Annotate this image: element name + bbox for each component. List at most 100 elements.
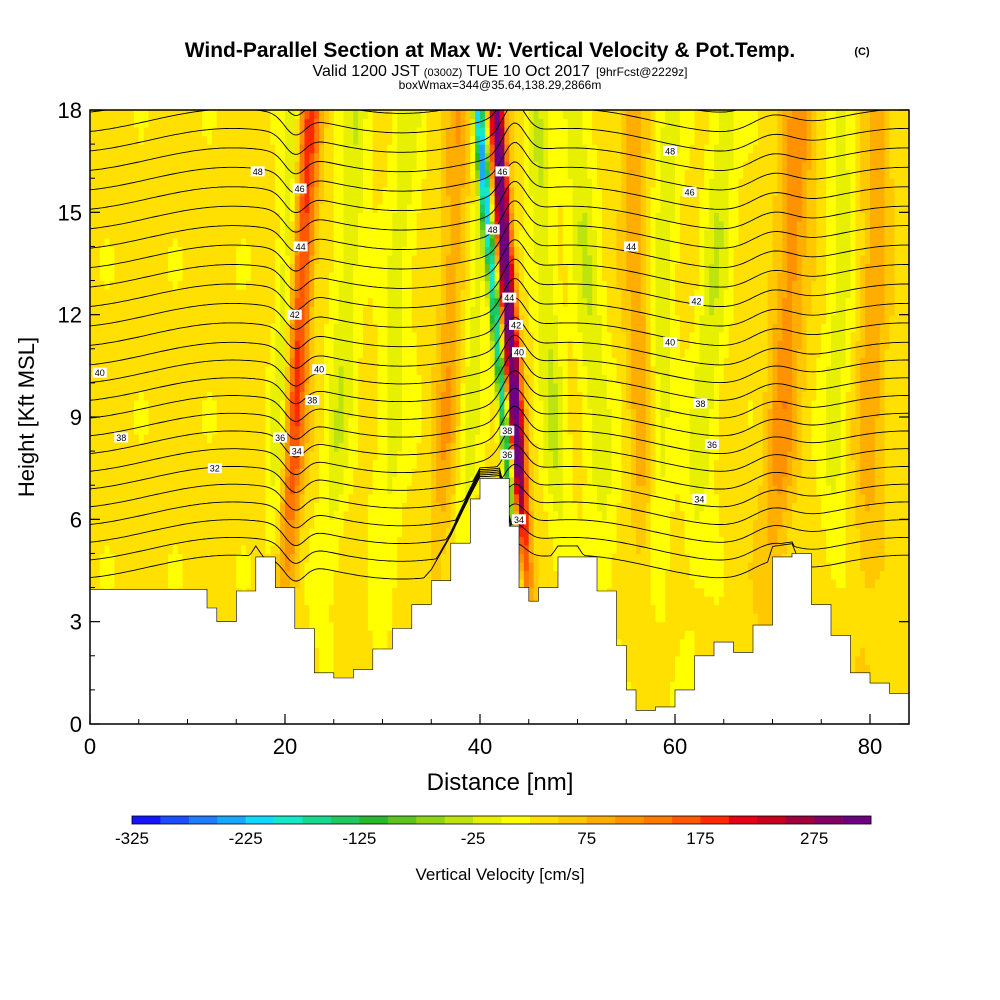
w-cell — [348, 613, 353, 622]
w-cell — [100, 562, 105, 571]
w-cell — [100, 545, 105, 554]
w-cell — [110, 323, 115, 332]
w-cell — [149, 408, 154, 417]
w-cell — [149, 332, 154, 341]
w-cell — [90, 212, 95, 221]
w-cell — [319, 306, 324, 315]
boxwmax-line: boxWmax=344@35.64,138.29,2866m — [399, 78, 602, 92]
w-cell — [144, 212, 149, 221]
w-cell — [119, 315, 124, 324]
w-cell — [178, 306, 183, 315]
w-cell — [227, 366, 232, 375]
w-cell — [285, 494, 290, 503]
w-cell — [227, 246, 232, 255]
w-cell — [295, 374, 300, 383]
w-cell — [339, 187, 344, 196]
w-cell — [183, 460, 188, 469]
w-cell — [207, 255, 212, 264]
w-cell — [149, 357, 154, 366]
w-cell — [197, 494, 202, 503]
w-cell — [329, 400, 334, 409]
w-cell — [280, 264, 285, 273]
w-cell — [314, 144, 319, 153]
w-cell — [305, 306, 310, 315]
w-cell — [124, 127, 129, 136]
w-cell — [344, 246, 349, 255]
w-cell — [163, 468, 168, 477]
w-cell — [246, 170, 251, 179]
w-cell — [246, 383, 251, 392]
w-cell — [124, 153, 129, 162]
w-cell — [246, 417, 251, 426]
w-cell — [339, 434, 344, 443]
w-cell — [227, 468, 232, 477]
w-cell — [236, 366, 241, 375]
w-cell — [90, 315, 95, 324]
w-cell — [153, 187, 158, 196]
w-cell — [217, 212, 222, 221]
w-cell — [295, 477, 300, 486]
w-cell — [158, 144, 163, 153]
w-cell — [324, 528, 329, 537]
w-cell — [95, 545, 100, 554]
w-cell — [168, 579, 173, 588]
w-cell — [217, 426, 222, 435]
w-cell — [144, 511, 149, 520]
w-cell — [207, 289, 212, 298]
w-cell — [95, 528, 100, 537]
w-cell — [261, 451, 266, 460]
w-cell — [251, 246, 256, 255]
w-cell — [197, 536, 202, 545]
w-cell — [192, 528, 197, 537]
w-cell — [270, 391, 275, 400]
w-cell — [358, 229, 363, 238]
w-cell — [124, 161, 129, 170]
w-cell — [270, 246, 275, 255]
w-cell — [217, 246, 222, 255]
w-cell — [270, 494, 275, 503]
w-cell — [300, 289, 305, 298]
w-cell — [344, 187, 349, 196]
w-cell — [222, 110, 227, 119]
w-cell — [222, 434, 227, 443]
w-cell — [339, 528, 344, 537]
w-cell — [241, 281, 246, 290]
w-cell — [110, 136, 115, 145]
w-cell — [168, 178, 173, 187]
w-cell — [339, 264, 344, 273]
w-cell — [192, 264, 197, 273]
w-cell — [183, 494, 188, 503]
w-cell — [110, 383, 115, 392]
w-cell — [309, 187, 314, 196]
w-cell — [231, 119, 236, 128]
w-cell — [163, 153, 168, 162]
w-cell — [231, 519, 236, 528]
w-cell — [144, 571, 149, 580]
w-cell — [188, 315, 193, 324]
w-cell — [314, 579, 319, 588]
w-cell — [241, 323, 246, 332]
w-cell — [227, 187, 232, 196]
w-cell — [358, 639, 363, 648]
w-cell — [227, 212, 232, 221]
w-cell — [319, 656, 324, 665]
w-cell — [358, 511, 363, 520]
w-cell — [319, 229, 324, 238]
w-cell — [100, 417, 105, 426]
w-cell — [173, 281, 178, 290]
w-cell — [353, 229, 358, 238]
w-cell — [202, 178, 207, 187]
w-cell — [217, 229, 222, 238]
w-cell — [129, 204, 134, 213]
w-cell — [236, 195, 241, 204]
w-cell — [153, 357, 158, 366]
w-cell — [158, 443, 163, 452]
w-cell — [173, 298, 178, 307]
w-cell — [158, 119, 163, 128]
w-cell — [261, 366, 266, 375]
w-cell — [266, 511, 271, 520]
w-cell — [212, 417, 217, 426]
w-cell — [114, 306, 119, 315]
w-cell — [339, 519, 344, 528]
w-cell — [227, 579, 232, 588]
